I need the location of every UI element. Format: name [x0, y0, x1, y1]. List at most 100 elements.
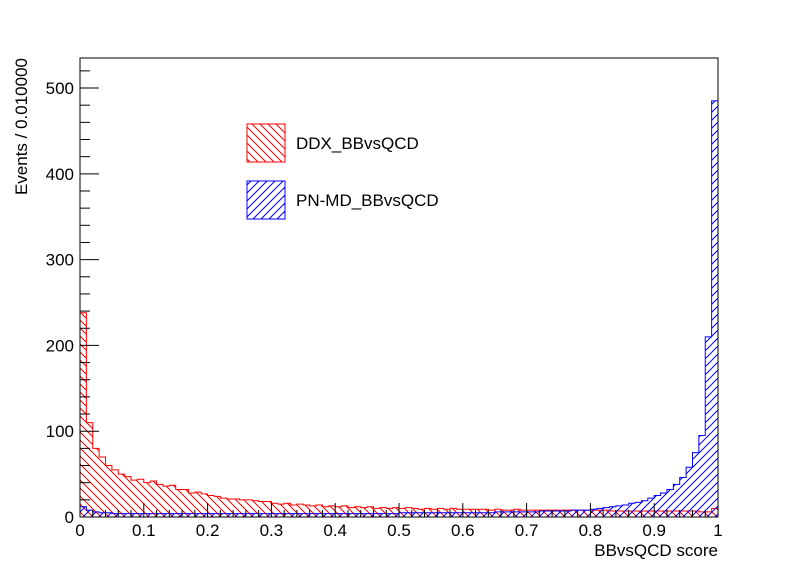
- histogram-bin: [532, 511, 540, 517]
- histogram-bin: [175, 513, 183, 517]
- x-tick-label: 0.3: [260, 521, 284, 540]
- y-axis-title: Events / 0.010000: [12, 58, 31, 195]
- histogram-bin: [392, 513, 399, 517]
- histogram-bin: [284, 503, 291, 517]
- histogram-bin: [169, 513, 176, 517]
- histogram-bin: [92, 511, 100, 517]
- histogram-bin: [462, 512, 470, 517]
- histogram-bin: [245, 513, 253, 517]
- histogram-bin: [488, 512, 495, 517]
- histogram-bin: [501, 511, 508, 517]
- histogram-bin: [194, 492, 202, 517]
- histogram-bin: [252, 513, 259, 517]
- histogram-bin: [411, 512, 419, 517]
- histogram-bin: [188, 513, 195, 517]
- series-ddx: [79, 312, 719, 517]
- histogram-bin: [367, 513, 374, 517]
- histogram-bin: [539, 510, 546, 517]
- histogram-bin: [226, 498, 234, 517]
- histogram-bin: [124, 513, 132, 517]
- histogram-bin: [105, 465, 112, 517]
- histogram-bin: [571, 510, 578, 517]
- histogram-bin: [705, 336, 712, 517]
- histogram-bin: [635, 502, 642, 517]
- histogram-bin: [660, 492, 667, 517]
- histogram-bin: [213, 513, 221, 517]
- histogram-bin: [156, 513, 163, 517]
- histogram-bin: [698, 435, 706, 517]
- histogram-bin: [520, 511, 527, 517]
- histogram-bin: [399, 512, 406, 517]
- x-tick-label: 0.7: [515, 521, 539, 540]
- histogram-bin: [354, 513, 361, 517]
- histogram-bin: [86, 510, 93, 517]
- histogram-bin: [239, 499, 246, 517]
- histogram-bin: [590, 509, 597, 517]
- histogram-bin: [322, 506, 329, 517]
- histogram-bin: [258, 501, 266, 517]
- legend-label-pnmd: PN-MD_BBvsQCD: [296, 191, 439, 210]
- histogram-bin: [392, 507, 399, 517]
- histogram-bin: [265, 501, 272, 517]
- histogram-bin: [692, 452, 699, 517]
- histogram-bin: [137, 513, 144, 517]
- histogram-bin: [99, 456, 106, 517]
- legend: DDX_BBvsQCD PN-MD_BBvsQCD: [246, 123, 439, 220]
- plot-frame: [79, 57, 719, 518]
- histogram-bin: [213, 496, 221, 517]
- histogram-bin: [284, 513, 291, 517]
- histogram-bin: [201, 493, 208, 517]
- histogram-bin: [309, 505, 317, 517]
- legend-label-ddx: DDX_BBvsQCD: [296, 134, 419, 153]
- histogram-bin: [360, 513, 368, 517]
- histogram-bin: [80, 506, 87, 517]
- x-tick-label: 0.6: [451, 521, 475, 540]
- histogram-bin: [584, 510, 591, 517]
- histogram-bin: [296, 504, 304, 517]
- histogram-bin: [335, 513, 342, 517]
- legend-swatch-ddx: [246, 123, 286, 163]
- histogram-bin: [271, 503, 278, 517]
- histogram-bin: [150, 480, 157, 517]
- histogram-bin: [347, 513, 355, 517]
- histogram-bin: [418, 512, 425, 517]
- histogram-bin: [303, 513, 310, 517]
- y-axis: 0 100 200 300 400 500: [46, 70, 99, 527]
- histogram-bin: [475, 512, 482, 517]
- histogram-bin: [367, 506, 374, 517]
- histogram-bin: [316, 504, 323, 517]
- y-tick-label: 0: [65, 508, 74, 527]
- histogram-bin: [469, 512, 476, 517]
- histogram-bin: [143, 513, 151, 517]
- histogram-bin: [615, 505, 623, 517]
- x-tick-label: 1: [713, 521, 722, 540]
- histogram-bin: [245, 499, 253, 517]
- histogram-bin: [373, 508, 380, 517]
- histogram-bin: [673, 484, 680, 517]
- y-tick-label: 100: [46, 422, 74, 441]
- histogram-bin: [131, 513, 138, 517]
- histogram-bin: [118, 513, 125, 517]
- histogram-bin: [456, 512, 463, 517]
- histogram-bin: [233, 513, 240, 517]
- histogram-bin: [86, 422, 93, 517]
- histogram-bin: [118, 474, 125, 517]
- histogram-bin: [220, 513, 227, 517]
- histogram-bin: [379, 507, 387, 517]
- histogram-bin: [564, 510, 572, 517]
- histogram-bin: [386, 513, 393, 517]
- histogram-bin: [258, 513, 266, 517]
- histogram-bin: [105, 512, 112, 517]
- histogram-bin: [296, 513, 304, 517]
- histogram-bin: [437, 512, 444, 517]
- histogram-bin: [628, 503, 636, 517]
- histogram-bin: [201, 513, 208, 517]
- histogram-bin: [647, 498, 655, 517]
- histogram-bin: [507, 511, 514, 517]
- histogram-bin: [290, 513, 297, 517]
- histogram-bin: [558, 510, 565, 517]
- histogram-bin: [99, 512, 106, 517]
- histogram-bin: [277, 513, 285, 517]
- x-axis-title: BBvsQCD score: [594, 541, 718, 560]
- histogram-bin: [360, 507, 368, 517]
